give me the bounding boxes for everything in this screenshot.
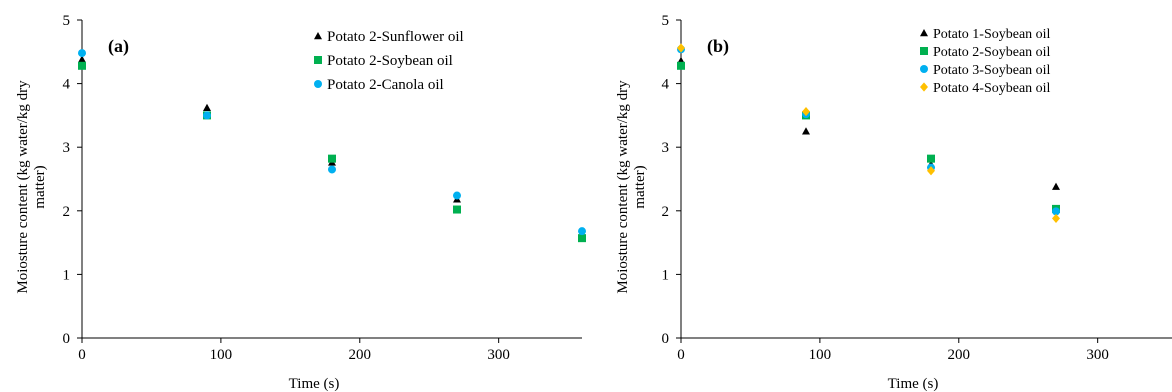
legend: Potato 1-Soybean oil Potato 2-Soybean oil…: [920, 27, 1051, 96]
data-point: [1052, 213, 1060, 224]
y-tick-label: 3: [63, 140, 71, 156]
data-point: [927, 166, 935, 176]
legend-marker: [920, 82, 928, 92]
data-point: [78, 49, 86, 58]
y-axis-label-line-2: matter): [32, 165, 48, 208]
x-tick-label: 300: [487, 347, 510, 363]
data-point: [203, 103, 211, 111]
y-tick-label: 4: [63, 77, 71, 93]
legend-marker: [314, 80, 322, 88]
data-point: [677, 61, 685, 70]
y-tick-label: 3: [662, 140, 670, 156]
y-tick-label: 0: [662, 331, 670, 347]
legend-marker: [314, 56, 322, 64]
x-axis-label: Time (s): [888, 376, 939, 392]
series-potato-4-soybean-oil: [677, 43, 1060, 224]
legend-marker: [314, 32, 322, 40]
legend-label: Potato 2-Sunflower oil: [327, 29, 464, 45]
x-tick-label: 200: [349, 347, 372, 363]
data-point: [578, 227, 586, 236]
legend-label: Potato 2-Soybean oil: [327, 53, 453, 69]
legend-marker: [920, 47, 928, 55]
data-point: [78, 55, 86, 63]
data-point: [328, 154, 336, 163]
legend-label: Potato 4-Soybean oil: [933, 81, 1051, 96]
panel-label: (b): [707, 36, 729, 57]
y-axis-label-line-1: Moiosture content (kg water/kg dry: [15, 80, 31, 294]
y-tick-label: 2: [662, 204, 670, 220]
legend: Potato 2-Sunflower oil Potato 2-Soybean o…: [314, 29, 464, 93]
data-point: [328, 165, 336, 174]
y-axis-label: Moiosture content (kg water/kg drymatter…: [615, 80, 648, 294]
y-axis-label-line-2: matter): [632, 165, 648, 208]
y-tick-label: 4: [662, 77, 670, 93]
legend-marker: [920, 65, 928, 73]
y-axis-label-line-1: Moiosture content (kg water/kg dry: [615, 80, 631, 294]
y-tick-label: 0: [63, 331, 71, 347]
series-potato-2-canola-oil: [78, 49, 586, 236]
data-point: [802, 127, 810, 135]
legend-label: Potato 1-Soybean oil: [933, 27, 1051, 42]
data-point: [1052, 182, 1060, 190]
legend-marker: [920, 29, 928, 37]
y-tick-label: 1: [63, 267, 71, 283]
data-point: [927, 154, 935, 163]
y-tick-label: 5: [662, 13, 670, 29]
data-point: [203, 111, 211, 120]
panel-label: (a): [108, 36, 129, 57]
y-axis-label: Moiosture content (kg water/kg drymatter…: [15, 80, 48, 294]
x-tick-label: 100: [210, 347, 233, 363]
x-tick-label: 0: [78, 347, 86, 363]
x-tick-label: 200: [948, 347, 971, 363]
data-point: [453, 205, 461, 214]
y-tick-label: 1: [662, 267, 670, 283]
legend-label: Potato 3-Soybean oil: [933, 63, 1051, 78]
data-point: [1052, 207, 1060, 216]
data-point: [578, 234, 586, 243]
y-tick-label: 2: [63, 204, 71, 220]
chart-panel-b: 0 1 2 3 4 5 0 100 200 300 Time (s) Moiosture conten…: [615, 13, 1172, 392]
x-tick-label: 300: [1086, 347, 1109, 363]
data-point: [453, 191, 461, 200]
legend-label: Potato 2-Canola oil: [327, 77, 444, 93]
x-tick-label: 100: [809, 347, 832, 363]
x-axis-label: Time (s): [289, 376, 340, 392]
x-tick-label: 0: [677, 347, 685, 363]
chart-panel-a: 0 1 2 3 4 5 0 100 200 300 Time (s) Moiosture conten…: [15, 13, 586, 392]
legend-label: Potato 2-Soybean oil: [933, 45, 1051, 60]
y-tick-label: 5: [63, 13, 71, 29]
data-point: [677, 43, 685, 53]
data-point: [802, 106, 810, 117]
data-point: [78, 61, 86, 70]
